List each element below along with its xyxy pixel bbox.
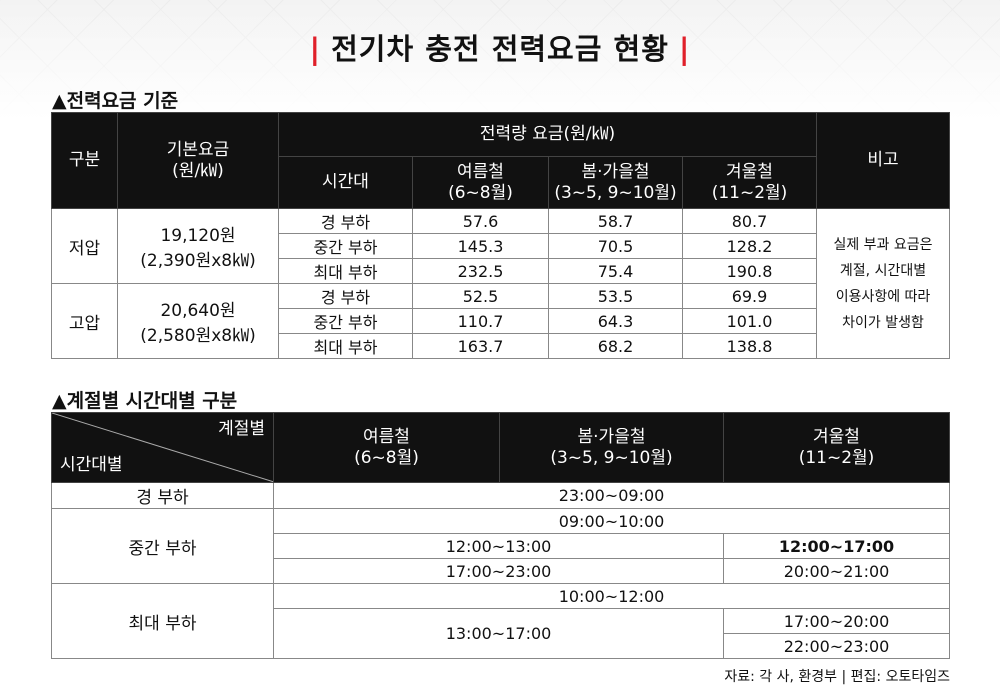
rate-table: 구분 기본요금 (원/㎾) 전력량 요금(원/㎾) 비고 시간대 여름철 (6~8월… — [51, 112, 950, 359]
time-cell: 12:00~13:00 — [273, 533, 724, 559]
header-summer: 여름철 (6~8월) — [412, 156, 549, 209]
source-credit: 자료: 각 사, 환경부 | 편집: 오토타임즈 — [724, 669, 950, 685]
title-bar-right: | — [678, 32, 691, 66]
base-rate-high: 20,640원 (2,580원x8㎾) — [117, 283, 279, 359]
group-name-low: 저압 — [51, 208, 118, 284]
rate-cell: 101.0 — [682, 308, 817, 334]
corner-time-label: 시간대별 — [60, 455, 123, 475]
table-row: 경 부하 23:00~09:00 — [51, 482, 950, 509]
table-row: 중간 부하 09:00~10:00 — [51, 508, 950, 584]
light-load-label: 경 부하 — [51, 482, 274, 509]
header-base-rate: 기본요금 (원/㎾) — [117, 112, 279, 209]
table-row: 저압 19,120원 (2,390원x8㎾) 경 부하 57.6 58.7 80.… — [51, 208, 950, 359]
header-summer: 여름철 (6~8월) — [273, 412, 500, 483]
period-cell: 최대 부하 — [278, 333, 413, 359]
header-winter: 겨울철 (11~2월) — [723, 412, 950, 483]
corner-season-label: 계절별 — [218, 419, 265, 439]
header-remarks: 비고 — [816, 112, 950, 209]
header-category: 구분 — [51, 112, 118, 209]
time-cell: 13:00~17:00 — [273, 608, 724, 659]
table-row: 13:00~17:00 17:00~20:00 — [52, 608, 950, 659]
rate-cell: 69.9 — [682, 283, 817, 309]
rate-cell: 57.6 — [412, 208, 549, 234]
table-row: 12:00~13:00 12:00~17:00 — [52, 533, 950, 559]
rate-cell: 80.7 — [682, 208, 817, 234]
period-cell: 중간 부하 — [278, 233, 413, 259]
header-winter: 겨울철 (11~2월) — [682, 156, 817, 209]
page-title: | 전기차 충전 전력요금 현황 | — [0, 26, 1000, 68]
rate-cell: 145.3 — [412, 233, 549, 259]
table-row: 최대 부하 163.7 68.2 138.8 — [52, 333, 950, 359]
rate-cell: 75.4 — [548, 258, 683, 284]
corner-header: 계절별 시간대별 — [51, 412, 274, 483]
header-spring-fall: 봄·가을철 (3~5, 9~10월) — [548, 156, 683, 209]
rate-cell: 58.7 — [548, 208, 683, 234]
title-text: 전기차 충전 전력요금 현황 — [331, 32, 669, 66]
base-rate-low: 19,120원 (2,390원x8㎾) — [117, 208, 279, 284]
table-row: 22:00~23:00 — [52, 633, 950, 659]
time-cell: 23:00~09:00 — [273, 482, 950, 509]
rate-cell: 190.8 — [682, 258, 817, 284]
peak-load-label: 최대 부하 — [51, 583, 274, 659]
time-cell: 17:00~23:00 — [273, 558, 724, 584]
section-rate-standard-label: ▲전력요금 기준 — [52, 90, 179, 112]
time-cell: 12:00~17:00 — [723, 533, 950, 559]
diagonal-line — [52, 413, 273, 482]
time-cell: 22:00~23:00 — [723, 633, 950, 659]
rate-cell: 53.5 — [548, 283, 683, 309]
rate-cell: 52.5 — [412, 283, 549, 309]
header-energy-rate: 전력량 요금(원/㎾) — [278, 112, 817, 157]
header-time-period: 시간대 — [278, 156, 413, 209]
rate-cell: 70.5 — [548, 233, 683, 259]
rate-cell: 64.3 — [548, 308, 683, 334]
rate-cell: 110.7 — [412, 308, 549, 334]
table-row: 중간 부하 110.7 64.3 101.0 — [52, 308, 950, 334]
mid-load-label: 중간 부하 — [51, 508, 274, 584]
period-cell: 경 부하 — [278, 208, 413, 234]
section-season-time-label: ▲계절별 시간대별 구분 — [52, 390, 238, 412]
rate-cell: 128.2 — [682, 233, 817, 259]
rate-cell: 163.7 — [412, 333, 549, 359]
remarks-note: 실제 부과 요금은 계절, 시간대별 이용사항에 따라 차이가 발생함 — [816, 208, 950, 359]
title-bar-left: | — [309, 32, 322, 66]
time-cell: 10:00~12:00 — [273, 583, 950, 609]
table-row: 최대 부하 10:00~12:00 — [51, 583, 950, 659]
rate-cell: 138.8 — [682, 333, 817, 359]
table-row: 고압 20,640원 (2,580원x8㎾) 경 부하 52.5 53.5 69.… — [51, 283, 950, 359]
table-row: 최대 부하 232.5 75.4 190.8 — [52, 258, 950, 284]
time-cell: 09:00~10:00 — [273, 508, 950, 534]
rate-cell: 232.5 — [412, 258, 549, 284]
time-cell: 20:00~21:00 — [723, 558, 950, 584]
table-row: 중간 부하 145.3 70.5 128.2 — [52, 233, 950, 259]
time-cell: 17:00~20:00 — [723, 608, 950, 634]
period-cell: 경 부하 — [278, 283, 413, 309]
header-spring-fall: 봄·가을철 (3~5, 9~10월) — [499, 412, 724, 483]
table-row: 17:00~23:00 20:00~21:00 — [52, 558, 950, 584]
group-name-high: 고압 — [51, 283, 118, 359]
period-cell: 중간 부하 — [278, 308, 413, 334]
period-cell: 최대 부하 — [278, 258, 413, 284]
season-time-table: 계절별 시간대별 여름철 (6~8월) 봄·가을철 (3~5, 9~10월) 겨울철… — [51, 412, 950, 659]
rate-cell: 68.2 — [548, 333, 683, 359]
